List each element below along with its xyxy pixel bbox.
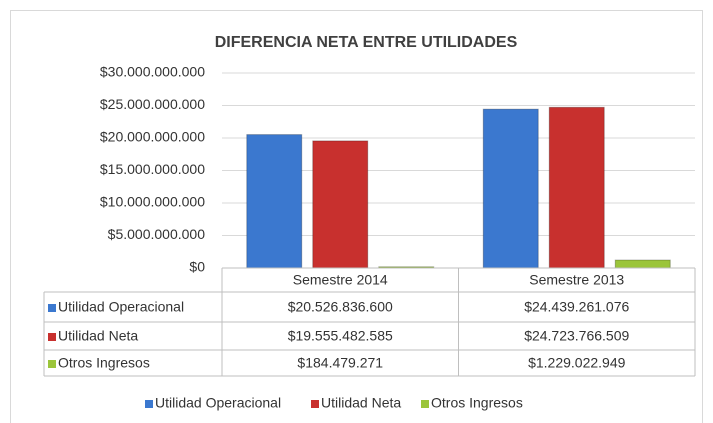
bar: [482, 108, 539, 269]
bar: [548, 106, 605, 269]
legend-label: Utilidad Operacional: [155, 395, 281, 411]
legend-key: [145, 400, 153, 408]
bar: [614, 259, 671, 269]
legend-label: Utilidad Neta: [321, 395, 401, 411]
y-tick-label: $10.000.000.000: [100, 194, 205, 210]
table-legend-key: [48, 360, 56, 368]
table-cell: $184.479.271: [297, 355, 383, 371]
table-cell: $1.229.022.949: [528, 355, 626, 371]
table-row-label: Utilidad Operacional: [58, 299, 184, 315]
table-row-label: Otros Ingresos: [58, 355, 150, 371]
bar: [312, 140, 369, 269]
x-tick-label: Semestre 2013: [529, 272, 624, 288]
legend-key: [421, 400, 429, 408]
chart-title: DIFERENCIA NETA ENTRE UTILIDADES: [215, 34, 518, 51]
x-tick-label: Semestre 2014: [293, 272, 388, 288]
y-tick-label: $25.000.000.000: [100, 96, 205, 112]
y-tick-label: $0: [189, 259, 205, 275]
table-legend-key: [48, 304, 56, 312]
table-cell: $24.723.766.509: [524, 328, 629, 344]
table-cell: $24.439.261.076: [524, 299, 629, 315]
legend-label: Otros Ingresos: [431, 395, 523, 411]
table-row-label: Utilidad Neta: [58, 328, 138, 344]
bar: [246, 134, 303, 269]
y-tick-label: $15.000.000.000: [100, 161, 205, 177]
y-tick-label: $5.000.000.000: [108, 226, 206, 242]
table-cell: $19.555.482.585: [288, 328, 393, 344]
y-tick-label: $30.000.000.000: [100, 64, 205, 80]
table-cell: $20.526.836.600: [288, 299, 393, 315]
legend-key: [311, 400, 319, 408]
table-legend-key: [48, 333, 56, 341]
y-tick-label: $20.000.000.000: [100, 129, 205, 145]
